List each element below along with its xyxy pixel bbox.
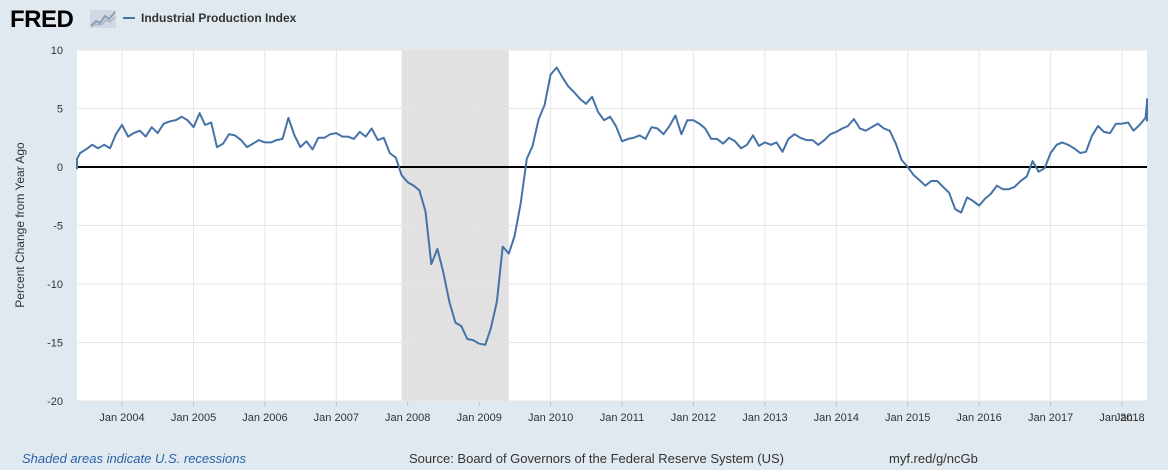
x-tick-label: Jan 2006 [242,412,287,424]
fred-logo[interactable]: FRED [10,6,74,33]
y-tick-label: 5 [57,104,63,116]
x-tick-label: Jan 2015 [885,412,930,424]
y-tick-label: -20 [47,396,63,408]
x-tick-label: Jan 2013 [742,412,787,424]
line-chart-icon [90,10,116,28]
y-axis-label: Percent Change from Year Ago [13,142,27,308]
y-gridlines [77,49,1147,402]
series-line [76,66,1148,346]
series-layer [76,66,1148,346]
y-tick-label: 10 [51,45,63,57]
short-url-link[interactable]: myf.red/g/ncGb [889,451,978,466]
x-tick-label: Jan 2005 [171,412,216,424]
recession-note-link[interactable]: Shaded areas indicate U.S. recessions [22,451,247,466]
legend[interactable]: Industrial Production Index [123,11,296,25]
y-tick-label: -5 [53,221,63,233]
y-tick-label: -10 [47,279,63,291]
x-tick-label: Jan 2012 [671,412,716,424]
x-tick-label: Jan 2016 [956,412,1001,424]
x-tick-label: Jan 2009 [457,412,502,424]
x-tick-label: Jan 2010 [528,412,573,424]
chart-header: FRED Industrial Production Index [0,0,1168,40]
x-tick-label: Jan ... [1115,412,1145,424]
source-text: Source: Board of Governors of the Federa… [409,451,784,466]
x-tick-label: Jan 2018 [1099,412,1144,424]
y-tick-label: -15 [47,338,63,350]
legend-label: Industrial Production Index [141,11,297,25]
x-tick-label: Jan 2011 [600,412,644,424]
y-tick-label: 0 [57,162,63,174]
x-tick-label: Jan 2017 [1028,412,1073,424]
x-tick-label: Jan 2014 [814,412,859,424]
x-tick-labels: Jan 2004 Jan 2005 Jan 2006 Jan 2007 Jan 2008… [99,412,1145,424]
legend-swatch [123,16,135,19]
x-tick-label: Jan 2008 [385,412,430,424]
y-tick-labels: 10 5 0 -5 -10 -15 -20 [47,45,63,408]
x-tick-label: Jan 2007 [314,412,359,424]
x-tick-label: Jan 2004 [99,412,144,424]
